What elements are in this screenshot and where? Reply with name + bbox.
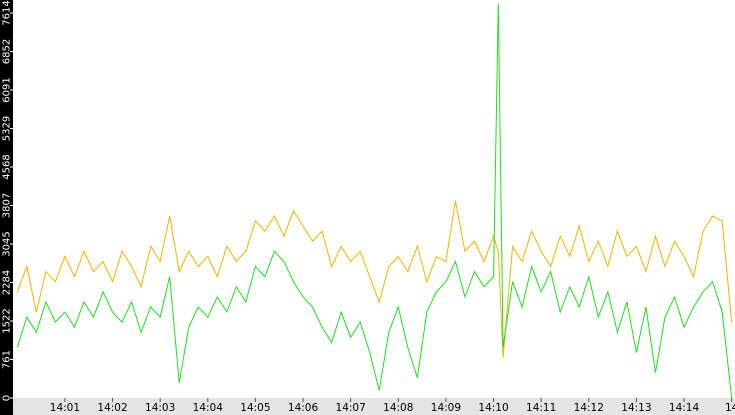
y-tick-label: 6852 [2,39,13,64]
y-tick-label: 3045 [2,231,13,256]
x-tick-label: 14:02 [97,402,127,414]
x-tick-label: 14:05 [240,402,270,414]
x-tick-label: 14:07 [336,402,366,414]
data-line [16,3,733,399]
x-tick-label: 14:14 [669,402,700,414]
x-axis-bar [0,398,735,415]
x-tick-label: 14:06 [288,402,319,414]
data-line [16,200,733,358]
y-tick-label: 2284 [2,270,13,295]
x-tick-label: 14:03 [145,402,175,414]
y-axis-bar [0,0,13,415]
y-tick-label: 1522 [2,308,13,333]
y-tick-label: 3807 [2,193,13,218]
x-tick-label: 14:04 [193,402,224,414]
y-tick-label: 5329 [2,116,13,141]
x-tick-label: 14 [725,402,735,414]
x-tick-label: 14:08 [383,402,413,414]
x-tick-label: 14:12 [574,402,604,414]
y-tick-label: 4568 [2,154,13,179]
x-tick-label: 14:10 [478,402,508,414]
x-tick-label: 14:09 [431,402,461,414]
y-tick-label: 0 [2,395,13,401]
x-tick-label: 14:11 [526,402,556,414]
y-tick-label: 761 [2,350,13,369]
x-tick-label: 14:01 [50,402,80,414]
x-tick-label: 14:13 [621,402,651,414]
y-tick-label: 6091 [2,77,13,102]
y-tick-label: 7614 [2,0,13,25]
